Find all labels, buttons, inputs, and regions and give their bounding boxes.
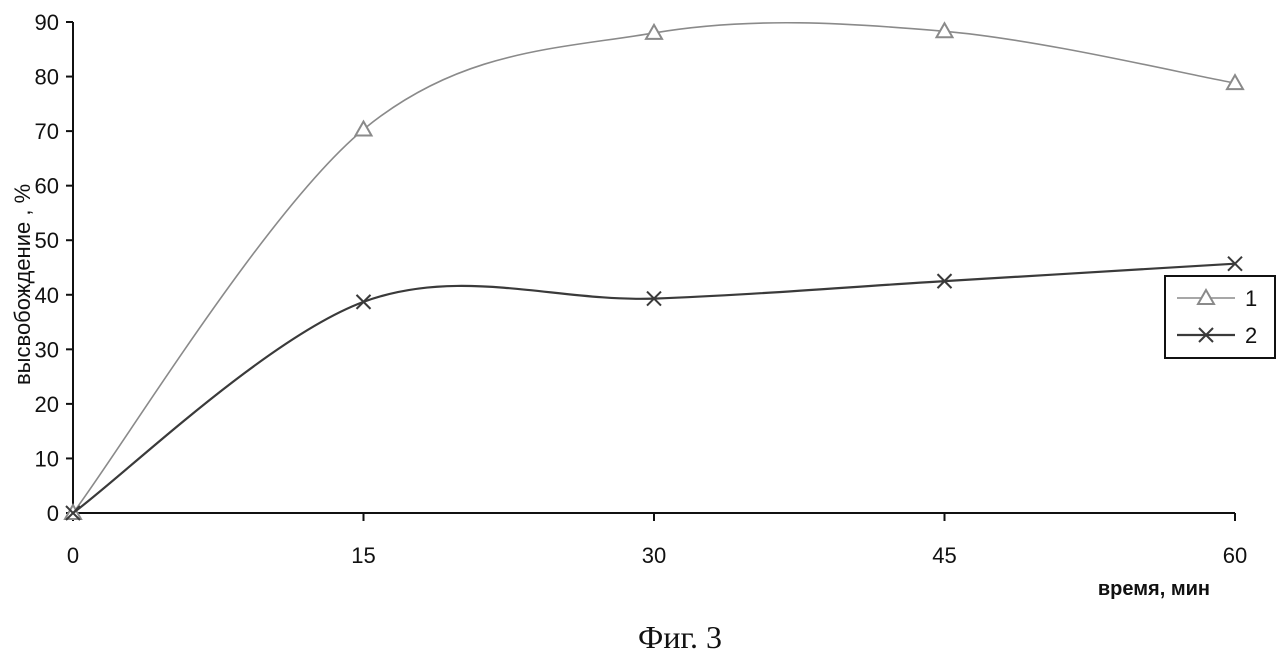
axes — [73, 22, 1235, 513]
legend-label: 1 — [1245, 286, 1257, 311]
y-tick-label: 80 — [35, 65, 59, 90]
x-ticks: 0 15 30 45 60 — [67, 513, 1247, 568]
series-group — [65, 23, 1243, 520]
legend: 12 — [1165, 276, 1275, 358]
y-tick-label: 20 — [35, 392, 59, 417]
x-tick-label: 0 — [67, 543, 79, 568]
series-line — [73, 264, 1235, 513]
x-tick-label: 15 — [351, 543, 375, 568]
y-tick-label: 40 — [35, 283, 59, 308]
y-axis-title: высвобождение , % — [10, 184, 35, 385]
y-tick-label: 0 — [47, 501, 59, 526]
y-tick-label: 70 — [35, 119, 59, 144]
x-tick-label: 60 — [1223, 543, 1247, 568]
x-tick-label: 45 — [932, 543, 956, 568]
y-tick-label: 60 — [35, 174, 59, 199]
y-tick-label: 30 — [35, 337, 59, 362]
y-tick-label: 50 — [35, 228, 59, 253]
series-line — [73, 23, 1235, 513]
y-ticks: 0 10 20 30 40 50 60 70 80 90 — [35, 10, 73, 526]
x-axis-title: время, мин — [1098, 578, 1210, 600]
y-tick-label: 10 — [35, 446, 59, 471]
y-tick-label: 90 — [35, 10, 59, 35]
legend-box — [1165, 276, 1275, 358]
legend-label: 2 — [1245, 323, 1257, 348]
series-1 — [65, 23, 1243, 519]
data-point — [356, 121, 372, 135]
series-2 — [66, 257, 1242, 520]
x-tick-label: 30 — [642, 543, 666, 568]
figure-caption: Фиг. 3 — [638, 619, 722, 655]
data-point — [357, 295, 371, 309]
